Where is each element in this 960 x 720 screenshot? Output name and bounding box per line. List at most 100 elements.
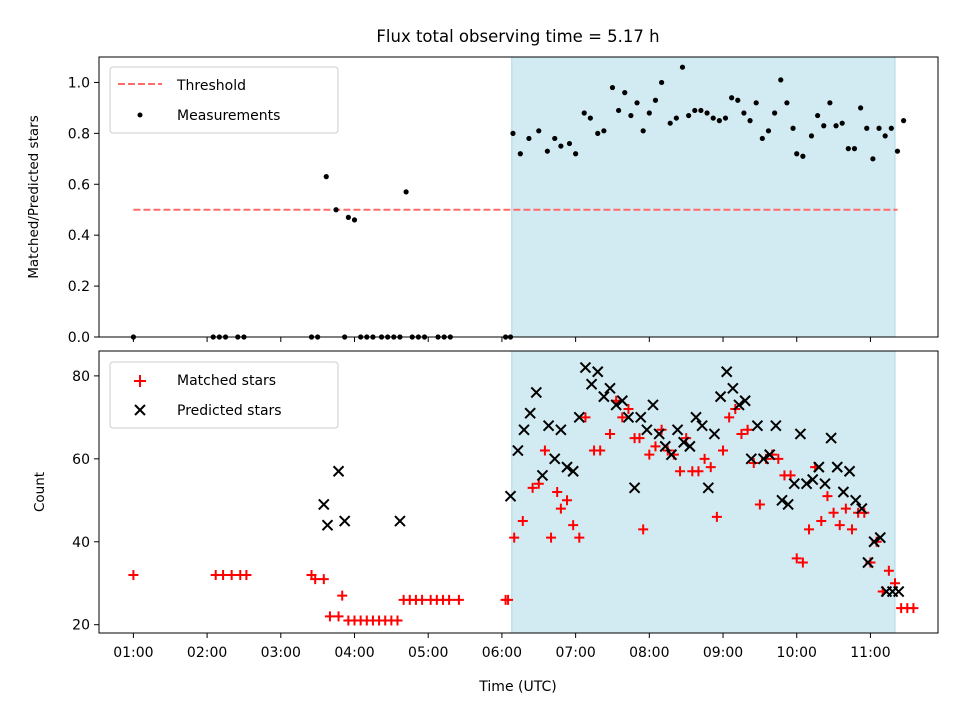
measurement-point xyxy=(566,140,573,147)
predicted-star-marker xyxy=(542,419,555,432)
matched-star-marker xyxy=(453,594,464,605)
predicted-star-marker xyxy=(825,432,837,444)
matched-star-marker xyxy=(908,603,919,614)
measurement-point xyxy=(345,214,351,220)
x-tick-label: 11:00 xyxy=(850,645,890,661)
predicted-star-marker xyxy=(757,453,770,465)
predicted-star-marker xyxy=(794,428,807,440)
measurement-point xyxy=(323,174,329,180)
bottom-y-tick-label: 80 xyxy=(72,369,90,385)
measurement-point xyxy=(609,84,616,91)
matched-star-marker xyxy=(883,565,894,576)
top-y-axis-label: Matched/Predicted stars xyxy=(26,115,42,278)
measurement-point xyxy=(888,125,894,131)
matched-star-marker xyxy=(742,424,753,435)
matched-star-marker xyxy=(859,507,870,518)
measurement-point xyxy=(573,151,579,157)
matched-star-marker xyxy=(333,611,344,622)
bottom-y-tick-label: 60 xyxy=(72,452,90,468)
matched-star-marker xyxy=(337,590,348,601)
measurement-point xyxy=(778,77,784,83)
measurement-point xyxy=(679,64,686,70)
measurement-point xyxy=(858,105,864,111)
bottom-legend-box xyxy=(109,361,339,429)
top-y-tick-label: 0.6 xyxy=(68,177,90,193)
measurement-point xyxy=(587,115,593,121)
predicted-star-marker xyxy=(530,386,543,399)
matched-star-marker xyxy=(218,569,229,580)
bottom-series-1 xyxy=(318,361,905,598)
measurement-point xyxy=(552,135,558,142)
measurement-point xyxy=(759,135,765,142)
matched-star-marker xyxy=(693,466,704,477)
legend-threshold-label: Threshold xyxy=(176,78,246,94)
legend-matched-label: Matched stars xyxy=(177,373,276,389)
measurement-point xyxy=(333,207,339,213)
x-tick-label: 07:00 xyxy=(555,645,595,661)
bottom-panel: 01:00 02:00 03:00 04:00 05:00 06:00 07:00 08:00… xyxy=(32,350,939,695)
matched-star-marker xyxy=(699,453,710,464)
predicted-star-marker xyxy=(708,428,721,440)
measurement-point xyxy=(704,110,710,116)
top-legend: Threshold Measurements xyxy=(109,66,339,134)
measurement-point xyxy=(616,107,622,114)
predicted-star-marker xyxy=(776,494,788,507)
top-y-tick-label: 0.4 xyxy=(68,228,90,244)
top-panel: 0.0 0.2 0.4 0.6 0.8 1.0 Matched/Predicted sta… xyxy=(26,56,939,346)
bottom-legend: Matched stars Predicted stars xyxy=(109,361,339,429)
x-tick-label: 10:00 xyxy=(777,645,817,661)
measurement-point xyxy=(876,125,882,131)
matched-star-marker xyxy=(736,428,747,439)
matched-star-marker xyxy=(650,441,661,452)
predicted-star-marker xyxy=(684,440,696,453)
predicted-star-marker xyxy=(524,407,536,419)
predicted-star-marker xyxy=(678,436,690,448)
matched-star-marker xyxy=(562,495,573,506)
predicted-star-marker xyxy=(837,486,850,498)
predicted-star-marker xyxy=(690,411,702,424)
predicted-star-marker xyxy=(696,419,708,432)
top-y-tick-label: 0.2 xyxy=(68,279,90,295)
predicted-star-marker xyxy=(751,419,764,432)
matched-star-marker xyxy=(444,594,455,605)
predicted-star-marker xyxy=(518,424,530,436)
matched-star-marker xyxy=(574,532,585,543)
predicted-star-marker xyxy=(318,498,330,511)
measurement-point xyxy=(808,133,815,139)
x-tick-label: 09:00 xyxy=(703,645,743,661)
predicted-star-marker xyxy=(504,490,517,502)
predicted-star-marker xyxy=(567,465,579,477)
measurement-point xyxy=(741,110,747,116)
predicted-star-marker xyxy=(616,395,629,407)
measurement-point xyxy=(735,97,741,103)
measurement-point xyxy=(526,135,532,142)
matched-star-marker xyxy=(392,615,403,626)
x-tick-label: 08:00 xyxy=(629,645,669,661)
predicted-star-marker xyxy=(665,448,678,461)
matched-star-marker xyxy=(816,516,827,527)
predicted-star-marker xyxy=(770,419,782,432)
matched-star-marker xyxy=(634,433,645,444)
predicted-star-marker xyxy=(647,399,659,411)
measurement-point xyxy=(544,148,550,154)
measurement-point xyxy=(882,133,888,139)
bottom-y-axis-label: Count xyxy=(32,472,48,512)
measurement-point xyxy=(716,118,722,124)
measurement-point xyxy=(659,79,665,86)
predicted-star-marker xyxy=(579,361,592,374)
measurement-point xyxy=(646,110,652,116)
predicted-star-marker xyxy=(739,395,751,407)
legend-matched-handle xyxy=(134,375,146,387)
measurement-point xyxy=(622,90,628,96)
predicted-star-marker xyxy=(733,399,745,411)
predicted-star-marker xyxy=(592,366,604,378)
matched-star-marker xyxy=(705,462,716,473)
matched-star-marker xyxy=(539,445,550,456)
predicted-star-marker xyxy=(338,515,351,527)
bottom-series-0 xyxy=(128,395,919,626)
predicted-star-marker xyxy=(321,519,334,531)
measurement-point xyxy=(864,125,870,131)
predicted-star-marker xyxy=(604,382,616,395)
matched-star-marker xyxy=(754,499,765,510)
